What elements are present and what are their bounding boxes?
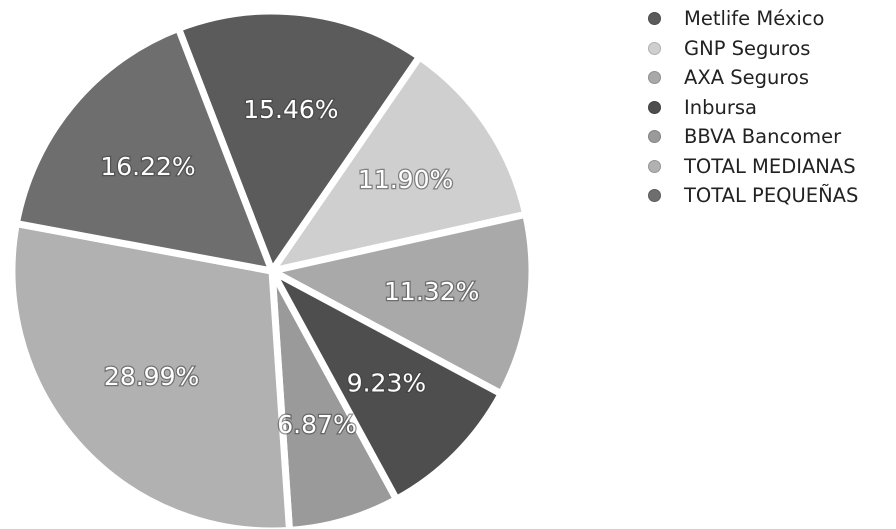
pie-slice-3: [268, 267, 505, 503]
slice-label-0: 15.46%: [243, 95, 338, 124]
legend-label-0: Metlife México: [684, 7, 825, 31]
legend-item-2: AXA Seguros: [648, 63, 858, 93]
slice-label-1: 11.90%: [358, 165, 453, 194]
legend-label-2: AXA Seguros: [684, 66, 810, 90]
pie-slice-6: [12, 24, 276, 275]
slice-label-2: 11.32%: [384, 277, 479, 306]
legend-swatch-2: [648, 71, 661, 85]
legend-label-4: BBVA Bancomer: [684, 125, 842, 149]
legend-label-3: Inbursa: [684, 95, 757, 119]
slice-label-3: 9.23%: [347, 369, 426, 398]
legend-item-5: TOTAL MEDIANAS: [648, 152, 858, 182]
pie-slices: [8, 7, 536, 529]
legend-label-5: TOTAL MEDIANAS: [684, 154, 856, 178]
legend-label-1: GNP Seguros: [684, 36, 811, 60]
legend-item-1: GNP Seguros: [648, 34, 858, 64]
legend-item-6: TOTAL PEQUEÑAS: [648, 181, 858, 211]
legend-item-0: Metlife México: [648, 4, 858, 34]
pie-slice-0: [174, 7, 424, 275]
legend-swatch-5: [648, 159, 661, 173]
legend-swatch-1: [648, 41, 661, 55]
pie-slice-4: [268, 267, 400, 529]
legend-item-3: Inbursa: [648, 93, 858, 123]
slice-label-6: 16.22%: [100, 152, 195, 181]
pie-slice-1: [268, 53, 530, 275]
pie-slice-2: [268, 210, 536, 398]
legend-swatch-6: [648, 189, 661, 203]
legend: Metlife México GNP Seguros AXA Seguros Inbu…: [648, 4, 858, 211]
pie-slice-5: [8, 220, 293, 529]
slice-label-4: 6.87%: [277, 410, 356, 439]
legend-swatch-3: [648, 100, 661, 114]
pie-slice-labels: 15.46% 11.90% 11.32% 9.23% 6.87% 28.99% 16.22%: [99, 94, 481, 440]
legend-item-4: BBVA Bancomer: [648, 122, 858, 152]
legend-swatch-0: [648, 12, 661, 26]
legend-swatch-4: [648, 130, 661, 144]
slice-label-5: 28.99%: [104, 362, 199, 391]
legend-label-6: TOTAL PEQUEÑAS: [684, 184, 859, 208]
